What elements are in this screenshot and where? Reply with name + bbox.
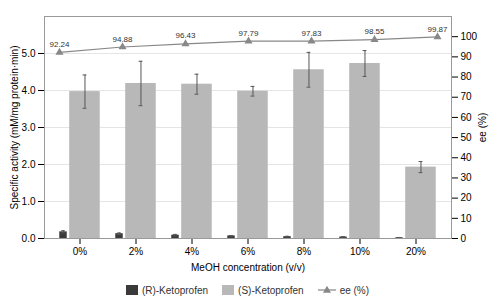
svg-text:30: 30 xyxy=(461,172,473,183)
svg-text:3.0: 3.0 xyxy=(22,122,36,133)
svg-text:70: 70 xyxy=(461,91,473,102)
svg-text:2.0: 2.0 xyxy=(22,159,36,170)
svg-text:8%: 8% xyxy=(297,246,312,257)
svg-text:99.87: 99.87 xyxy=(427,25,448,34)
svg-text:MeOH concentration (v/v): MeOH concentration (v/v) xyxy=(191,262,305,273)
svg-text:97.79: 97.79 xyxy=(238,29,259,38)
svg-text:20: 20 xyxy=(461,192,473,203)
svg-text:90: 90 xyxy=(461,51,473,62)
svg-text:10: 10 xyxy=(461,213,473,224)
svg-text:10%: 10% xyxy=(350,246,370,257)
svg-text:20%: 20% xyxy=(406,246,426,257)
svg-text:0%: 0% xyxy=(73,246,88,257)
svg-text:94.88: 94.88 xyxy=(112,35,133,44)
svg-text:2%: 2% xyxy=(129,246,144,257)
svg-text:50: 50 xyxy=(461,132,473,143)
svg-text:4%: 4% xyxy=(185,246,200,257)
svg-text:5.0: 5.0 xyxy=(22,48,36,59)
svg-text:98.55: 98.55 xyxy=(364,27,385,36)
svg-text:92.24: 92.24 xyxy=(49,40,70,49)
svg-text:0.0: 0.0 xyxy=(22,233,36,244)
html-text:(R)-Ketoprofen: (R)-Ketoprofen xyxy=(141,284,208,296)
svg-text:Specific activity (mM/mg prote: Specific activity (mM/mg protein·min) xyxy=(9,46,20,210)
svg-text:ee (%): ee (%) xyxy=(477,113,488,142)
svg-text:60: 60 xyxy=(461,112,473,123)
html-text:(S)-Ketoprofen: (S)-Ketoprofen xyxy=(238,284,304,296)
svg-text:6%: 6% xyxy=(241,246,256,257)
html-text:ee (%): ee (%) xyxy=(339,284,370,296)
svg-text:100: 100 xyxy=(461,31,478,42)
svg-text:40: 40 xyxy=(461,152,473,163)
svg-text:96.43: 96.43 xyxy=(175,31,196,40)
svg-text:97.83: 97.83 xyxy=(301,29,322,38)
svg-text:1.0: 1.0 xyxy=(22,196,36,207)
svg-text:80: 80 xyxy=(461,71,473,82)
svg-text:0: 0 xyxy=(461,233,467,244)
svg-text:4.0: 4.0 xyxy=(22,85,36,96)
